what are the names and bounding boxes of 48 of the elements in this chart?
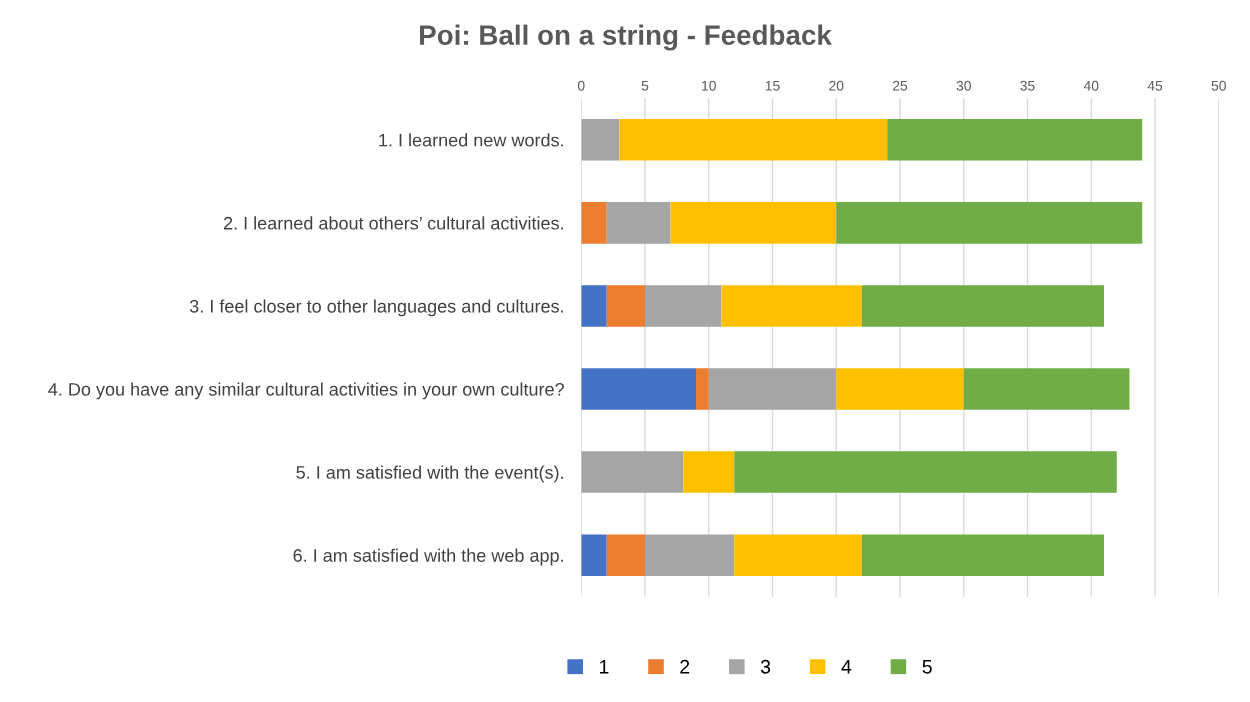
bar [581,119,620,161]
bar [581,451,684,493]
y-tick-label: 5. I am satisfied with the event(s). [296,465,563,483]
y-tick-label: 6. I am satisfied with the web app. [293,548,563,566]
bar [696,368,709,410]
bar [836,202,1143,244]
x-tick-label: 30 [956,80,971,91]
bar [734,534,862,576]
bar [683,451,735,493]
x-tick-label: 5 [641,80,649,91]
bar [861,534,1104,576]
legend-label: 3 [760,659,771,674]
bar [887,119,1143,161]
x-tick-label: 15 [765,80,780,91]
legend-label: 4 [841,660,852,674]
bar [581,202,607,244]
bar [721,285,862,327]
y-tick-label: 1. I learned new words. [379,133,563,147]
bar [645,285,722,327]
y-tick-label: 2. I learned about others’ cultural activities. [223,216,563,230]
bar [581,534,607,576]
x-tick-label: 0 [577,80,585,91]
bar [606,202,671,244]
bar [581,368,696,410]
bar [606,285,645,327]
y-tick-label: 4. Do you have any similar cultural activities in your own culture? [48,382,564,400]
bar [734,451,1117,493]
bar [670,202,837,244]
x-tick-label: 50 [1211,80,1226,91]
bar [963,368,1130,410]
bar [708,368,837,410]
x-tick-label: 40 [1083,80,1099,91]
bar [619,119,888,161]
x-tick-label: 20 [829,80,844,91]
bar [581,285,607,327]
x-tick-label: 10 [702,80,716,91]
legend-label: 2 [680,659,690,674]
bar [861,285,1104,327]
x-tick-label: 35 [1020,80,1035,91]
bar [836,368,964,410]
y-tick-label: 3. I feel closer to other languages and cultures. [189,299,563,317]
legend-label: 1 [600,660,609,674]
x-tick-label: 45 [1147,80,1163,91]
chart-title: Poi: Ball on a string - Feedback [420,24,832,51]
bar [606,534,645,576]
legend-label: 5 [922,660,932,674]
x-tick-label: 25 [892,80,908,91]
bar [645,534,735,576]
